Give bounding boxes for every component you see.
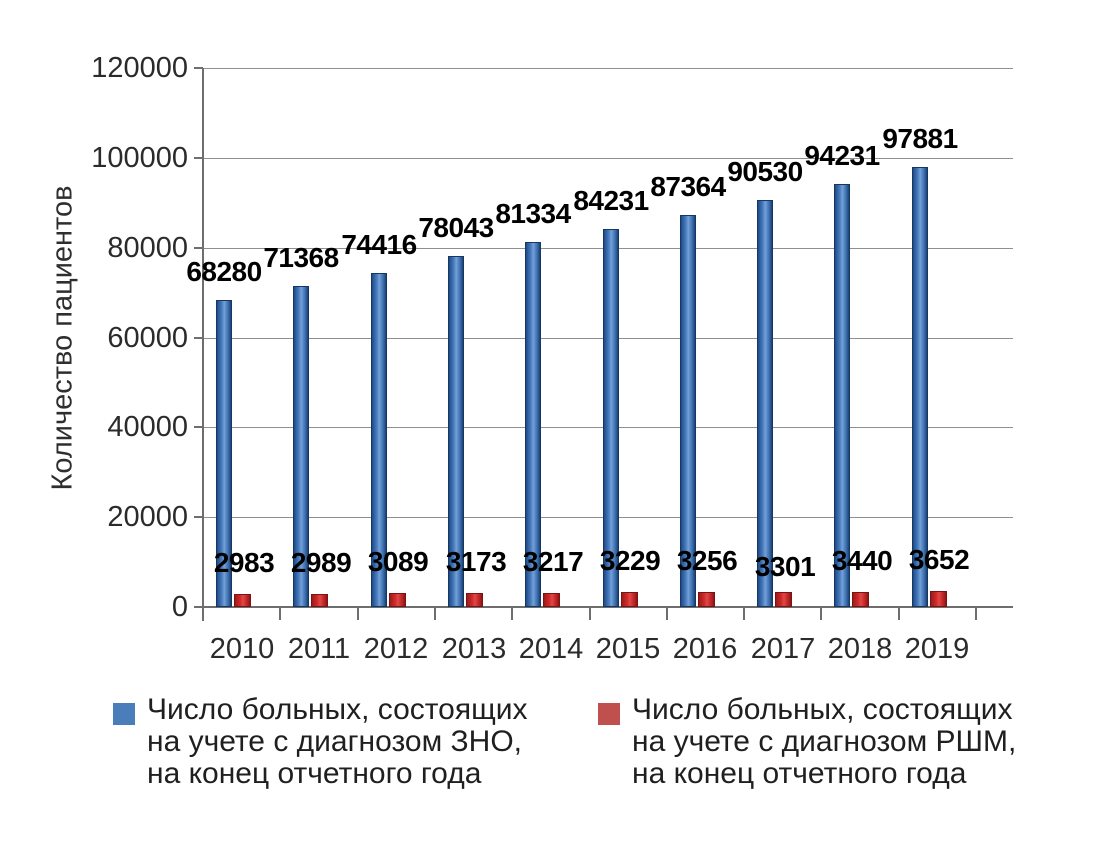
x-axis-category-label: 2017 (750, 633, 816, 665)
value-label: 2989 (290, 547, 352, 578)
bar-rshm-2019 (930, 590, 947, 607)
y-axis-tick (194, 337, 203, 339)
y-axis-tick-label: 40000 (107, 411, 188, 443)
value-label: 3256 (676, 545, 738, 576)
value-label: 87364 (650, 171, 726, 202)
bar-rshm-2012 (389, 593, 406, 607)
y-axis-tick (194, 67, 203, 69)
bar-rshm-2014 (543, 592, 560, 607)
bar-rshm-2017 (775, 592, 792, 607)
x-axis-tick (898, 608, 900, 620)
x-axis-tick (279, 608, 281, 620)
bar-zno-2018 (834, 183, 850, 607)
x-axis-tick (511, 608, 513, 620)
legend-label-rshm: Число больных, состоящих на учете с диаг… (632, 693, 1017, 790)
bar-zno-2011 (293, 286, 309, 607)
x-axis-category-label: 2018 (827, 633, 893, 665)
value-label: 3217 (522, 546, 584, 577)
legend-swatch-rshm-icon (598, 703, 620, 725)
legend-item-rshm: Число больных, состоящих на учете с диаг… (598, 694, 1016, 790)
x-axis-tick (434, 608, 436, 620)
value-label: 71368 (263, 242, 339, 273)
value-label: 84231 (573, 185, 649, 216)
bar-rshm-2016 (698, 592, 715, 607)
legend-item-zno: Число больных, состоящих на учете с диаг… (113, 694, 528, 790)
bar-rshm-2010 (234, 593, 251, 607)
x-axis-category-label: 2015 (595, 633, 661, 665)
x-axis-category-label: 2014 (518, 633, 584, 665)
x-axis-tick (975, 608, 977, 620)
y-axis-tick-label: 80000 (107, 232, 188, 264)
bar-rshm-2015 (621, 592, 638, 607)
bar-rshm-2011 (311, 593, 328, 607)
y-axis-tick (194, 426, 203, 428)
x-axis-category-label: 2016 (672, 633, 738, 665)
x-axis-category-label: 2013 (441, 633, 507, 665)
gridline (203, 68, 1013, 69)
bar-rshm-2018 (852, 591, 869, 607)
value-label: 3089 (367, 546, 429, 577)
bar-zno-2015 (603, 228, 619, 607)
value-label: 78043 (418, 212, 494, 243)
value-label: 74416 (341, 229, 417, 260)
bar-zno-2010 (216, 300, 232, 607)
value-label: 3440 (831, 545, 893, 576)
x-axis-tick (666, 608, 668, 620)
value-label: 3229 (599, 545, 661, 576)
y-axis-tick (194, 606, 203, 608)
x-axis-category-label: 2010 (209, 633, 275, 665)
bar-zno-2013 (448, 256, 464, 607)
value-label: 81334 (495, 198, 571, 229)
legend-swatch-zno-icon (113, 703, 135, 725)
bar-rshm-2013 (466, 592, 483, 607)
x-axis-tick (589, 608, 591, 620)
value-label: 2983 (213, 547, 275, 578)
value-label: 3301 (754, 551, 816, 582)
y-axis-tick-label: 60000 (107, 322, 188, 354)
y-axis-tick (194, 247, 203, 249)
bar-zno-2019 (912, 167, 928, 607)
value-label: 90530 (727, 156, 803, 187)
value-label: 3173 (445, 546, 507, 577)
y-axis-line (202, 68, 204, 621)
y-axis-tick-label: 0 (171, 591, 188, 623)
x-axis-category-label: 2011 (287, 633, 351, 665)
legend-label-zno: Число больных, состоящих на учете с диаг… (147, 693, 528, 790)
value-label: 3652 (908, 544, 970, 575)
bar-zno-2017 (757, 200, 773, 607)
value-label: 68280 (186, 256, 262, 287)
bar-zno-2012 (371, 272, 387, 607)
value-label: 94231 (804, 140, 880, 171)
x-axis-category-label: 2012 (363, 633, 429, 665)
y-axis-tick-label: 120000 (91, 52, 188, 84)
y-axis-tick (194, 157, 203, 159)
y-axis-tick-label: 100000 (91, 142, 188, 174)
x-axis-tick (743, 608, 745, 620)
y-axis-tick (194, 516, 203, 518)
y-axis-tick-label: 20000 (107, 501, 188, 533)
x-axis-tick (357, 608, 359, 620)
bar-zno-2016 (680, 214, 696, 607)
gridline (203, 158, 1013, 159)
x-axis-line (203, 606, 1013, 608)
value-label: 97881 (882, 123, 958, 154)
bar-zno-2014 (525, 241, 541, 607)
x-axis-tick (820, 608, 822, 620)
x-axis-tick (202, 608, 204, 620)
x-axis-category-label: 2019 (904, 633, 970, 665)
